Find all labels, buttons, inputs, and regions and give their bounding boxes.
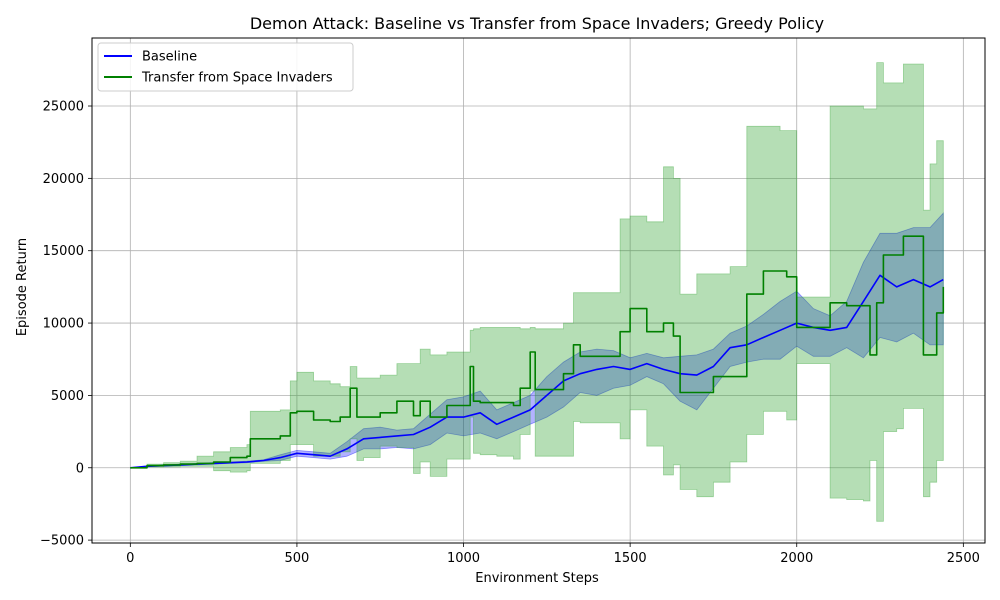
y-tick-label: 20000 <box>43 172 84 187</box>
axis-ticks: 0 500 1000 1500 2000 2500 −5000 0 5000 10000 15000… <box>40 100 980 566</box>
legend-label-2: Transfer from Space Invaders <box>141 71 333 86</box>
legend-label-1: Baseline <box>142 50 197 65</box>
y-tick-label: 25000 <box>43 100 84 115</box>
x-tick-label: 1500 <box>614 551 647 566</box>
x-tick-label: 0 <box>126 551 134 566</box>
series-line-2 <box>130 235 945 469</box>
y-tick-label: 10000 <box>43 317 84 332</box>
y-tick-label: 0 <box>76 461 84 476</box>
y-axis-label: Episode Return <box>15 238 30 336</box>
y-tick-label: 15000 <box>43 244 84 259</box>
plot-frame <box>91 37 986 544</box>
legend: Baseline Transfer from Space Invaders <box>97 42 354 92</box>
x-tick-label: 1000 <box>447 551 480 566</box>
x-tick-label: 2500 <box>947 551 980 566</box>
chart-title: Demon Attack: Baseline vs Transfer from … <box>250 14 824 33</box>
confidence-band-2 <box>130 62 944 522</box>
series-lines <box>130 235 945 469</box>
y-tick-label: −5000 <box>40 534 84 549</box>
confidence-bands <box>130 62 944 522</box>
y-tick-label: 5000 <box>51 389 84 404</box>
grid <box>92 38 985 543</box>
confidence-band-1 <box>130 212 944 469</box>
x-tick-label: 2000 <box>780 551 813 566</box>
legend-box <box>97 42 354 92</box>
x-axis-label: Environment Steps <box>475 571 599 586</box>
x-tick-label: 500 <box>285 551 310 566</box>
